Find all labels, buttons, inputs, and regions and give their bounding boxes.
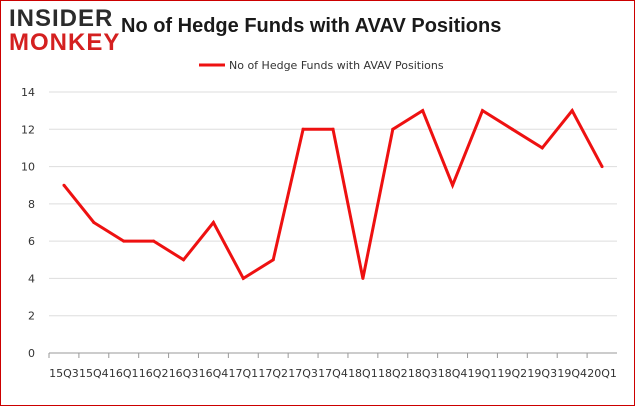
plot-area	[62, 107, 604, 281]
x-tick-label: 15Q3	[49, 367, 79, 380]
data-point	[211, 221, 215, 224]
series-line	[62, 107, 604, 281]
data-point	[391, 127, 395, 131]
x-tick-label: 18Q3	[408, 367, 438, 380]
chart-title: No of Hedge Funds with AVAV Positions	[121, 15, 502, 37]
data-point	[301, 127, 305, 131]
data-point	[451, 183, 455, 187]
x-tick-label: 16Q4	[199, 367, 229, 380]
data-point	[361, 276, 365, 280]
x-tick-label: 17Q2	[258, 367, 288, 380]
y-tick-label: 2	[28, 310, 35, 323]
x-tick-label: 17Q1	[228, 367, 258, 380]
x-tick-label: 17Q4	[318, 367, 348, 380]
logo-monkey: MONKEY	[9, 29, 121, 56]
data-point	[182, 258, 186, 262]
y-tick-label: 12	[21, 123, 35, 136]
data-point	[421, 109, 425, 113]
y-tick-label: 14	[21, 86, 35, 99]
y-tick-label: 0	[28, 347, 35, 360]
data-point	[62, 183, 66, 187]
legend: No of Hedge Funds with AVAV Positions	[199, 59, 444, 72]
y-axis: 0 2 4 6 8 10 12 14	[21, 86, 35, 360]
grid	[49, 91, 617, 354]
data-point	[122, 239, 126, 243]
x-tick-label: 16Q1	[109, 367, 139, 380]
x-tick-label: 19Q1	[468, 367, 498, 380]
x-tick-label: 19Q4	[557, 367, 587, 380]
data-point	[540, 146, 544, 150]
x-tick-label: 18Q4	[438, 367, 468, 380]
x-tick-label: 20Q1	[587, 367, 617, 380]
data-point	[92, 221, 96, 224]
x-tick-label: 16Q2	[139, 367, 169, 380]
logo-insider: INSIDER	[9, 5, 114, 32]
y-tick-label: 10	[21, 161, 35, 174]
x-tick-label: 17Q3	[288, 367, 318, 380]
x-tick-label: 18Q2	[378, 367, 408, 380]
data-point	[570, 109, 574, 113]
y-tick-label: 6	[28, 235, 35, 248]
data-point	[480, 109, 484, 113]
y-tick-label: 4	[28, 272, 35, 285]
data-point	[271, 258, 275, 262]
x-tick-label: 19Q3	[527, 367, 557, 380]
data-point	[600, 165, 604, 169]
data-point	[331, 127, 335, 131]
data-point	[241, 276, 245, 280]
x-tick-label: 15Q4	[79, 367, 109, 380]
y-tick-label: 8	[28, 198, 35, 211]
x-tick-label: 18Q1	[348, 367, 378, 380]
x-tick-label: 19Q2	[498, 367, 528, 380]
data-point	[152, 239, 156, 243]
legend-label: No of Hedge Funds with AVAV Positions	[229, 59, 444, 72]
x-tick-label: 16Q3	[169, 367, 199, 380]
x-axis: 15Q3 15Q4 16Q1 16Q2 16Q3 16Q4 17Q1 17Q2 17Q3 17Q4…	[48, 353, 617, 380]
data-point	[510, 127, 514, 131]
